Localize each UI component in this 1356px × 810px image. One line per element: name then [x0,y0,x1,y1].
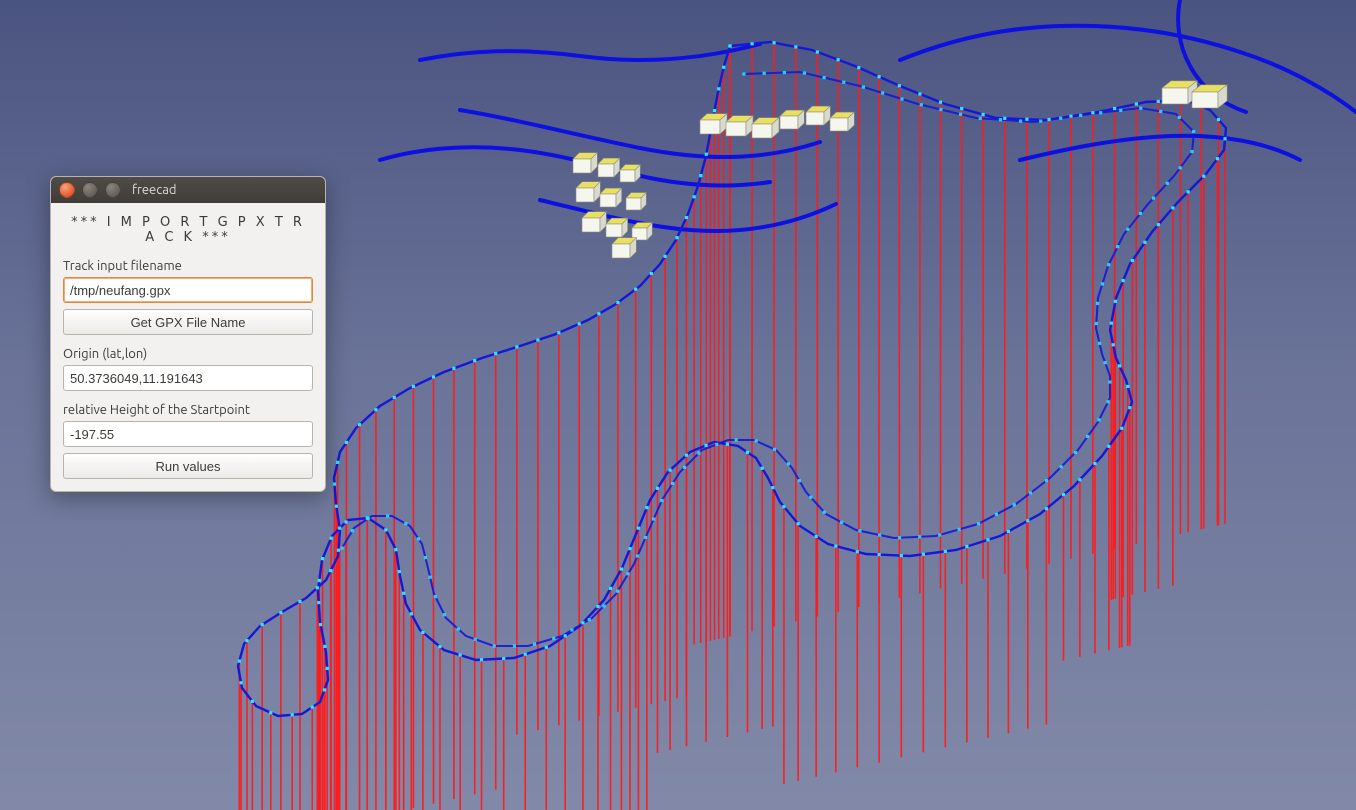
window-title: freecad [132,183,177,197]
get-gpx-file-button[interactable]: Get GPX File Name [63,309,313,335]
dialog-header: *** I M P O R T G P X T R A C K *** [63,215,313,245]
origin-label: Origin (lat,lon) [63,347,313,361]
window-minimize-button[interactable] [82,182,98,198]
filename-label: Track input filename [63,259,313,273]
dialog-titlebar[interactable]: freecad [51,177,325,203]
height-input[interactable] [63,421,313,447]
window-maximize-button[interactable] [105,182,121,198]
run-values-button[interactable]: Run values [63,453,313,479]
window-close-button[interactable] [59,182,75,198]
import-gpx-dialog: freecad *** I M P O R T G P X T R A C K … [50,176,326,492]
height-label: relative Height of the Startpoint [63,403,313,417]
filename-input[interactable] [63,277,313,303]
dialog-body: *** I M P O R T G P X T R A C K *** Trac… [51,203,325,491]
origin-input[interactable] [63,365,313,391]
